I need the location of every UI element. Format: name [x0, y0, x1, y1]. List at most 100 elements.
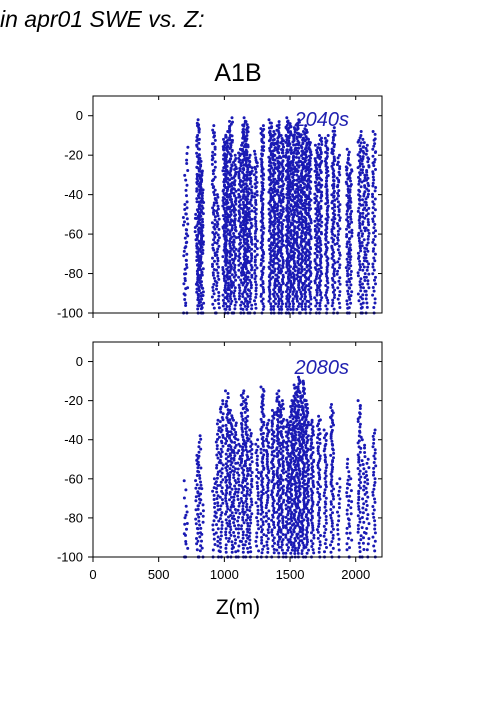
data-point	[200, 210, 204, 214]
data-point	[228, 421, 232, 425]
data-point	[331, 301, 335, 305]
data-point	[225, 399, 229, 403]
data-point	[231, 465, 235, 469]
data-point	[320, 214, 324, 218]
data-point	[241, 448, 244, 451]
data-point	[240, 422, 243, 425]
data-point	[348, 194, 351, 198]
data-point	[245, 407, 249, 411]
data-point	[194, 495, 198, 499]
data-point	[296, 190, 300, 194]
data-point	[366, 195, 370, 199]
data-point	[260, 210, 263, 214]
data-point	[291, 235, 295, 239]
data-point	[284, 305, 288, 308]
data-point	[245, 527, 249, 531]
data-point	[292, 516, 296, 520]
data-point	[330, 463, 334, 467]
data-point	[288, 521, 292, 525]
data-point	[316, 205, 320, 209]
data-point	[198, 167, 202, 171]
data-point	[242, 389, 246, 393]
data-point	[254, 212, 258, 216]
data-point	[316, 487, 320, 491]
data-point	[253, 258, 257, 262]
data-point	[199, 526, 203, 530]
data-point	[257, 549, 261, 553]
data-point	[275, 192, 279, 196]
data-point	[303, 297, 307, 301]
data-point	[211, 156, 215, 160]
data-point	[224, 496, 228, 500]
data-point	[246, 255, 250, 259]
data-point	[317, 511, 321, 515]
data-point	[269, 186, 273, 190]
data-point	[247, 457, 251, 461]
data-point	[337, 279, 341, 283]
data-point	[238, 512, 242, 515]
data-point	[345, 245, 349, 249]
data-point	[199, 255, 203, 259]
data-point	[221, 304, 225, 308]
data-point	[236, 494, 240, 498]
data-point	[221, 255, 225, 259]
data-point	[305, 551, 309, 555]
data-point	[232, 183, 236, 186]
data-point	[323, 136, 327, 140]
data-point	[215, 523, 218, 527]
data-point	[248, 289, 252, 293]
data-point	[347, 503, 350, 507]
data-point	[280, 540, 284, 544]
data-point	[266, 486, 270, 490]
data-point	[246, 516, 250, 520]
data-point	[277, 263, 281, 267]
data-point	[216, 195, 220, 199]
data-point	[218, 469, 222, 473]
data-point	[286, 285, 290, 289]
data-point	[288, 423, 292, 427]
data-point	[200, 273, 204, 277]
data-point	[250, 169, 254, 173]
data-point	[338, 153, 341, 157]
data-point	[278, 211, 282, 215]
data-point	[199, 291, 203, 295]
data-point	[213, 241, 217, 245]
data-point	[230, 487, 234, 491]
data-point	[331, 492, 335, 496]
data-point	[245, 156, 249, 160]
data-point	[319, 534, 322, 537]
data-point	[240, 466, 244, 470]
data-point	[200, 231, 204, 235]
data-point	[185, 228, 189, 232]
period-label-2040s: 2040s	[294, 109, 350, 131]
data-point	[219, 480, 223, 484]
data-point	[200, 539, 203, 543]
data-point	[244, 416, 248, 420]
data-point	[297, 281, 301, 285]
data-point	[356, 209, 360, 213]
data-point	[365, 305, 369, 309]
data-point	[324, 242, 328, 246]
data-point	[299, 290, 303, 294]
data-point	[357, 197, 361, 201]
data-point	[337, 519, 341, 523]
data-point	[247, 192, 251, 195]
data-point	[350, 209, 354, 213]
data-point	[230, 148, 234, 152]
data-point	[324, 291, 328, 294]
data-point	[250, 442, 254, 446]
data-point	[201, 267, 205, 271]
data-point	[260, 541, 264, 545]
data-point	[373, 158, 377, 161]
data-point	[213, 223, 217, 226]
data-point	[356, 274, 360, 278]
data-point	[289, 440, 293, 444]
data-point	[260, 184, 264, 188]
data-point	[212, 282, 216, 286]
data-point	[256, 494, 260, 498]
data-point	[220, 428, 224, 432]
data-point	[273, 281, 277, 285]
data-point	[197, 440, 201, 444]
data-point	[234, 170, 238, 174]
data-point	[285, 116, 289, 120]
